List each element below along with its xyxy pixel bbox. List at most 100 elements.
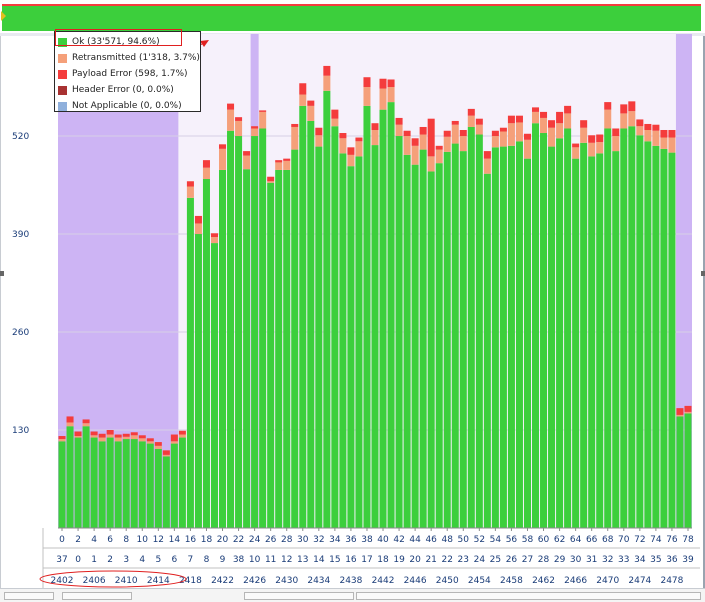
- bar-segment-ok: [235, 136, 243, 529]
- y-tick-label: 390: [12, 230, 29, 240]
- legend-item-not-applicable[interactable]: Not Applicable (0, 0.0%): [58, 98, 200, 114]
- legend-swatch-payload-error: [58, 69, 67, 79]
- legend-label-ok: Ok (33'571, 94.6%): [72, 37, 160, 47]
- bar-segment-retransmitted: [138, 438, 146, 442]
- bar-segment-ok: [459, 151, 467, 528]
- bar-segment-retransmitted: [636, 126, 644, 136]
- bar-segment-ok: [644, 141, 652, 528]
- bar-segment-retransmitted: [219, 148, 227, 170]
- x-row2-label: 13: [297, 555, 308, 565]
- bar-segment-payload-error: [323, 65, 331, 76]
- bar-segment-retransmitted: [427, 156, 435, 172]
- bar-segment-payload-error: [491, 130, 499, 137]
- legend-swatch-retransmitted: [58, 53, 67, 63]
- resize-handle-left[interactable]: [0, 271, 4, 276]
- legend-item-retransmitted[interactable]: Retransmitted (1'318, 3.7%): [58, 50, 200, 66]
- bar-segment-ok: [371, 145, 379, 529]
- x-row2-label: 16: [345, 555, 357, 565]
- x-row1-label: 4: [91, 535, 97, 545]
- x-row2-label: 34: [634, 555, 646, 565]
- bar-segment-ok: [596, 153, 604, 529]
- scrollbar-segment[interactable]: [244, 592, 354, 600]
- x-row1-label: 78: [682, 535, 694, 545]
- scrollbar-segment[interactable]: [356, 592, 701, 600]
- bar-segment-ok: [620, 128, 628, 528]
- bar-segment-retransmitted: [443, 136, 451, 152]
- bar-segment-payload-error: [267, 176, 275, 182]
- bar-segment-ok: [451, 143, 459, 528]
- x-row1-label: 34: [329, 535, 341, 545]
- x-row1-label: 56: [506, 535, 518, 545]
- bar-segment-ok: [548, 146, 556, 528]
- x-row2-label: 9: [220, 555, 226, 565]
- bar-segment-retransmitted: [66, 422, 74, 427]
- legend-item-payload-error[interactable]: Payload Error (598, 1.7%): [58, 66, 200, 82]
- scrollbar-thumb[interactable]: [62, 592, 132, 600]
- resize-handle-right[interactable]: [701, 271, 705, 276]
- x-row2-label: 30: [570, 555, 582, 565]
- bar-segment-ok: [411, 164, 419, 528]
- bar-segment-retransmitted: [98, 437, 106, 442]
- bar-segment-ok: [122, 439, 130, 528]
- y-tick-label: 520: [12, 132, 29, 142]
- bar-segment-ok: [267, 182, 275, 529]
- bar-segment-retransmitted: [202, 167, 210, 179]
- bar-segment-ok: [259, 128, 267, 528]
- bar-segment-retransmitted: [178, 434, 186, 438]
- bar-segment-retransmitted: [170, 441, 178, 444]
- bar-segment-payload-error: [588, 135, 596, 143]
- bar-segment-payload-error: [604, 102, 612, 110]
- bar-segment-retransmitted: [515, 122, 523, 142]
- bar-segment-payload-error: [515, 115, 523, 123]
- overview-strip-marker-icon[interactable]: [1, 11, 6, 21]
- horizontal-scrollbar[interactable]: [0, 588, 705, 602]
- bar-segment-ok: [419, 149, 427, 528]
- bar-segment-payload-error: [130, 432, 138, 436]
- x-row2-label: 8: [204, 555, 210, 565]
- bar-segment-payload-error: [154, 442, 162, 446]
- bar-segment-payload-error: [283, 158, 291, 161]
- legend-item-ok[interactable]: Ok (33'571, 94.6%): [58, 34, 200, 50]
- bar-segment-retransmitted: [275, 162, 283, 170]
- bar-segment-retransmitted: [58, 439, 66, 442]
- legend-swatch-ok: [58, 37, 67, 47]
- bar-segment-retransmitted: [259, 111, 267, 129]
- x-row2-label: 21: [425, 555, 436, 565]
- bar-segment-ok: [491, 147, 499, 528]
- x-row2-label: 6: [171, 555, 177, 565]
- x-row2-label: 20: [409, 555, 421, 565]
- x-row2-label: 17: [361, 555, 372, 565]
- legend-item-header-error[interactable]: Header Error (0, 0.0%): [58, 82, 200, 98]
- bar-segment-payload-error: [628, 101, 636, 112]
- bar-segment-payload-error: [564, 105, 572, 114]
- x-row2-label: 29: [554, 555, 566, 565]
- bar-segment-ok: [283, 169, 291, 528]
- bar-segment-payload-error: [620, 104, 628, 114]
- bar-segment-retransmitted: [644, 129, 652, 142]
- x-row3-label: 2410: [115, 576, 138, 586]
- x-row3-label: 2418: [179, 576, 202, 586]
- bar-segment-ok: [515, 141, 523, 528]
- bar-segment-payload-error: [411, 138, 419, 146]
- x-row1-label: 18: [201, 535, 213, 545]
- bar-segment-retransmitted: [572, 147, 580, 159]
- bar-segment-retransmitted: [162, 454, 170, 457]
- x-row3-label: 2442: [372, 576, 395, 586]
- bar-segment-payload-error: [186, 181, 194, 187]
- bar-segment-payload-error: [82, 419, 90, 424]
- bar-segment-ok: [251, 136, 259, 529]
- bar-segment-payload-error: [556, 111, 564, 124]
- shaded-region: [675, 34, 692, 528]
- bar-segment-retransmitted: [451, 124, 459, 144]
- bar-segment-payload-error: [427, 118, 435, 157]
- window-frame-left: [0, 0, 1, 602]
- x-row2-label: 3: [123, 555, 129, 565]
- bar-segment-payload-error: [58, 436, 66, 440]
- bar-segment-retransmitted: [499, 131, 507, 147]
- x-row3-label: 2402: [51, 576, 74, 586]
- x-row1-label: 30: [297, 535, 309, 545]
- scrollbar-segment[interactable]: [4, 592, 54, 600]
- bar-segment-payload-error: [106, 430, 114, 435]
- bar-segment-ok: [339, 153, 347, 529]
- bar-segment-payload-error: [419, 126, 427, 135]
